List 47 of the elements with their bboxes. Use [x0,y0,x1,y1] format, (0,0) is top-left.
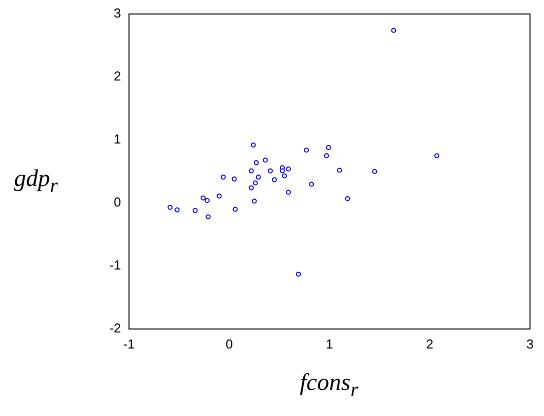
point [250,142,256,148]
point [232,176,237,182]
x-axis-title: fcons$_{r}$ [300,370,358,402]
point [204,198,210,203]
point [391,28,396,33]
y-axis-title: gdp$_{r}$ [14,166,58,198]
point [268,168,273,174]
point [262,158,268,163]
point [216,194,222,199]
point [434,153,440,158]
point [248,168,254,174]
point [345,196,350,202]
point [324,153,329,158]
point [206,214,211,220]
point [254,160,259,166]
y-tick-label: -1 [109,258,121,273]
point [200,195,206,200]
point [252,180,258,186]
point [326,145,331,150]
point [248,185,254,190]
point [280,168,285,174]
y-tick-label: -2 [109,320,121,336]
point [272,177,277,182]
point [256,174,261,180]
point [174,207,180,212]
point [220,174,226,180]
x-tick-label: -1 [123,336,135,352]
point [296,272,301,277]
point [372,169,378,174]
point [286,166,291,172]
point [232,206,238,212]
y-tick-label: 0 [114,194,121,210]
y-tick-label: 3 [114,6,121,21]
point [192,208,198,214]
y-tick-label: 2 [114,68,121,84]
y-tick-label: 1 [114,132,121,147]
x-tick-label: 3 [526,336,534,352]
point [337,168,342,173]
point [252,198,257,204]
point [282,173,287,178]
point [304,148,309,153]
point [308,182,314,187]
x-tick-label: 1 [326,336,334,352]
x-tick-label: 0 [226,336,233,352]
point [286,190,291,195]
x-tick-label: 2 [426,336,434,352]
point [168,204,173,210]
